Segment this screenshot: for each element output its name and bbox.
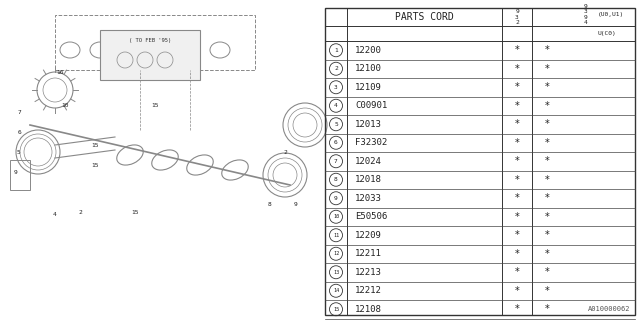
Text: 12: 12: [333, 251, 339, 256]
Text: *: *: [545, 45, 549, 55]
Text: 7: 7: [18, 109, 22, 115]
Text: PARTS CORD: PARTS CORD: [395, 12, 454, 22]
Text: 1: 1: [334, 48, 338, 53]
Text: 12108: 12108: [355, 305, 382, 314]
Text: *: *: [515, 119, 520, 129]
Text: 2: 2: [334, 66, 338, 71]
Text: 8: 8: [268, 203, 272, 207]
Text: 9: 9: [334, 196, 338, 201]
Text: 16: 16: [56, 69, 64, 75]
Text: *: *: [545, 286, 549, 296]
Text: 13: 13: [333, 270, 339, 275]
Text: 15: 15: [151, 102, 159, 108]
Text: *: *: [545, 249, 549, 259]
Text: 6: 6: [18, 130, 22, 134]
Text: *: *: [545, 230, 549, 240]
Text: 3: 3: [334, 85, 338, 90]
Text: *: *: [515, 82, 520, 92]
Text: *: *: [545, 193, 549, 203]
Text: *: *: [515, 138, 520, 148]
Text: *: *: [545, 138, 549, 148]
Text: 12100: 12100: [355, 64, 382, 73]
Text: *: *: [545, 267, 549, 277]
Text: C00901: C00901: [355, 101, 387, 110]
Text: *: *: [515, 156, 520, 166]
FancyBboxPatch shape: [100, 30, 200, 80]
Text: 7: 7: [334, 159, 338, 164]
Text: *: *: [545, 156, 549, 166]
Text: 9: 9: [14, 170, 18, 174]
Text: *: *: [515, 193, 520, 203]
Text: *: *: [515, 45, 520, 55]
Text: *: *: [545, 119, 549, 129]
Text: *: *: [515, 175, 520, 185]
Text: (U0,U1): (U0,U1): [598, 12, 624, 17]
Text: *: *: [545, 304, 549, 314]
Text: 12213: 12213: [355, 268, 382, 277]
Text: 9
3
2: 9 3 2: [515, 9, 519, 25]
Text: 9: 9: [293, 203, 297, 207]
Text: 12109: 12109: [355, 83, 382, 92]
Text: 15: 15: [131, 210, 139, 214]
Text: 15: 15: [333, 307, 339, 312]
Text: 12209: 12209: [355, 231, 382, 240]
Text: *: *: [515, 249, 520, 259]
Text: *: *: [545, 64, 549, 74]
Text: *: *: [515, 286, 520, 296]
Text: 9
3
9
4: 9 3 9 4: [584, 4, 588, 25]
Text: A010000062: A010000062: [588, 306, 630, 312]
Text: 4: 4: [53, 212, 57, 218]
Text: 12033: 12033: [355, 194, 382, 203]
Text: *: *: [545, 101, 549, 111]
Text: *: *: [515, 304, 520, 314]
Text: U(C0): U(C0): [598, 31, 616, 36]
Text: 12024: 12024: [355, 157, 382, 166]
Text: 12212: 12212: [355, 286, 382, 295]
Text: 2: 2: [283, 149, 287, 155]
Text: 12013: 12013: [355, 120, 382, 129]
Text: 6: 6: [334, 140, 338, 145]
Text: ( TO FEB '95): ( TO FEB '95): [129, 37, 171, 43]
Text: *: *: [515, 64, 520, 74]
Text: E50506: E50506: [355, 212, 387, 221]
Text: *: *: [545, 212, 549, 222]
Text: 5: 5: [16, 149, 20, 155]
Text: 10: 10: [333, 214, 339, 219]
Text: *: *: [515, 267, 520, 277]
Text: 12018: 12018: [355, 175, 382, 184]
Text: 11: 11: [333, 233, 339, 238]
Text: 12200: 12200: [355, 46, 382, 55]
Text: 8: 8: [334, 177, 338, 182]
Text: 12211: 12211: [355, 249, 382, 258]
Text: *: *: [515, 212, 520, 222]
Text: 10: 10: [61, 102, 68, 108]
Text: 15: 15: [92, 142, 99, 148]
Text: 2: 2: [78, 210, 82, 214]
Text: 5: 5: [334, 122, 338, 127]
Text: *: *: [515, 230, 520, 240]
Text: 14: 14: [333, 288, 339, 293]
Text: 4: 4: [334, 103, 338, 108]
Text: 15: 15: [92, 163, 99, 167]
Text: F32302: F32302: [355, 138, 387, 147]
Text: *: *: [515, 101, 520, 111]
Text: *: *: [545, 82, 549, 92]
Text: *: *: [545, 175, 549, 185]
